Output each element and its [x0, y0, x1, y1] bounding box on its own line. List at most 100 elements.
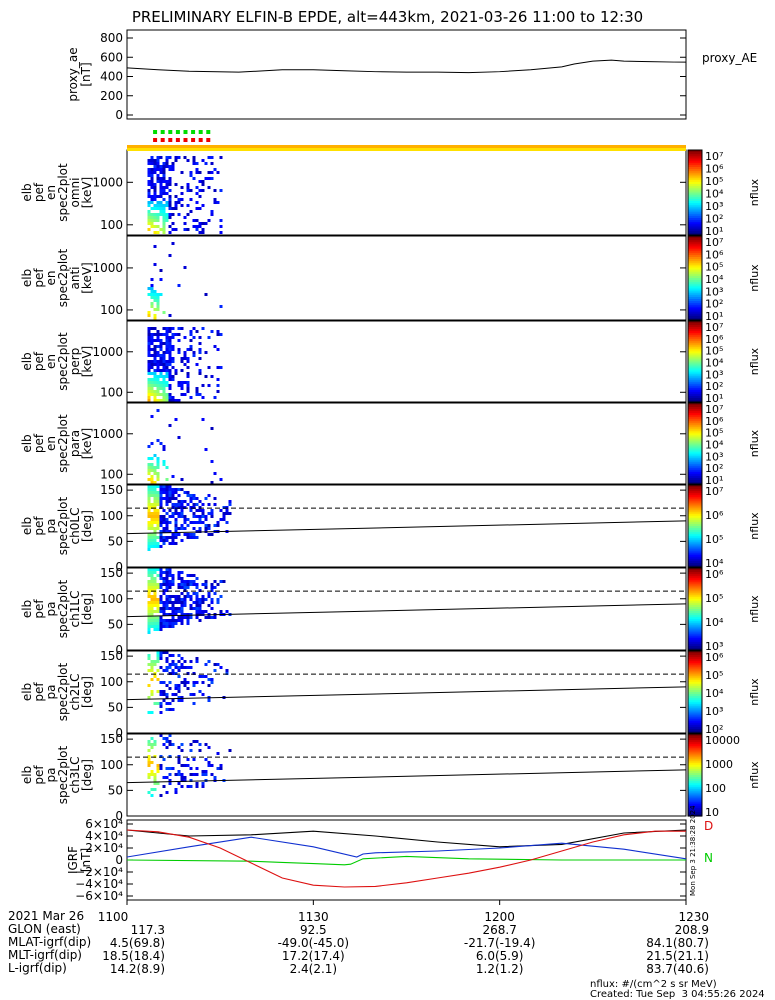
en_omni-heat-cell — [207, 186, 211, 189]
glon-row-label: GLON (east) — [8, 922, 81, 936]
pa_ch1-colorbar-segment — [688, 637, 702, 641]
pa_ch2-heat-cell — [216, 663, 220, 666]
pa_ch2-ytick-label: 50 — [108, 700, 123, 714]
en_perp-heat-cell — [147, 399, 151, 402]
pa_ch1-heat-cell — [204, 610, 208, 613]
en_perp-heat-cell — [153, 339, 157, 342]
en_omni-heat-cell — [174, 201, 178, 204]
en_para-colorbar-segment — [688, 455, 702, 459]
pa_ch3-colorbar-segment — [688, 797, 702, 801]
en_perp-heat-cell — [186, 360, 190, 363]
en_perp-heat-cell — [150, 342, 154, 345]
pa_ch1-heat-cell — [186, 595, 190, 598]
pa_ch0-heat-cell — [153, 518, 157, 521]
en_perp-heat-cell — [216, 348, 220, 351]
pa_ch1-colorbar-segment — [688, 623, 702, 626]
pa_ch1-heat-cell — [204, 616, 208, 619]
en_perp-heat-cell — [198, 369, 202, 372]
pa_ch0-heat-cell — [159, 524, 163, 527]
pa_ch1-heat-cell — [204, 583, 208, 586]
pa_ch0-heat-cell — [171, 515, 175, 518]
pa_ch0-heat-cell — [150, 515, 154, 518]
pa_ch3-colorbar-segment — [688, 772, 702, 776]
en_omni-heat-cell — [186, 228, 190, 231]
en_anti-colorbar-segment — [688, 311, 702, 315]
en_omni-heat-cell — [147, 210, 151, 213]
science-zone-marker-green — [191, 130, 196, 134]
en_omni-heat-cell — [216, 171, 220, 174]
en_omni-heat-cell — [159, 207, 163, 210]
pa_ch1-colorbar-segment — [688, 617, 702, 620]
pa_ch3-colorbar-segment — [688, 756, 702, 760]
pa_ch3-colorbar-label: nflux — [748, 761, 761, 789]
pa_ch1-heat-cell — [210, 616, 214, 619]
en_para-heat-cell — [156, 460, 160, 463]
en_perp-heat-cell — [153, 372, 157, 375]
en_perp-heat-cell — [168, 375, 172, 378]
pa_ch1-heat-cell — [153, 595, 157, 598]
proxy_ae-series-line — [126, 59, 686, 74]
pa_ch1-heat-cell — [171, 580, 175, 583]
pa_ch0-heat-cell — [156, 512, 160, 515]
en_perp-heat-cell — [174, 372, 178, 375]
pa_ch2-heat-cell — [168, 708, 172, 711]
pa_ch1-heat-cell — [156, 601, 160, 604]
pa_ch0-heat-cell — [153, 515, 157, 518]
pa_ch2-heat-cell — [150, 669, 154, 672]
en_perp-heat-cell — [153, 378, 157, 381]
pa_ch3-colorbar-segment — [688, 734, 702, 737]
pa_ch3-heat-cell — [207, 746, 211, 749]
pa_ch1-heat-cell — [156, 598, 160, 601]
pa_ch3-colorbar-segment — [688, 801, 702, 805]
pa_ch0-heat-cell — [165, 503, 169, 506]
pa_ch3-heat-cell — [219, 764, 223, 767]
en_omni-heat-cell — [168, 201, 172, 204]
pa_ch2-heat-cell — [174, 684, 178, 687]
en_perp-colorbar-segment — [688, 379, 702, 383]
pa_ch1-heat-cell — [150, 604, 154, 607]
en_perp-heat-cell — [186, 366, 190, 369]
pa_ch2-heat-cell — [183, 681, 187, 684]
pa_ch1-heat-cell — [180, 607, 184, 610]
pa_ch1-colorbar-segment — [688, 619, 702, 622]
en_omni-colorbar-segment — [688, 211, 702, 215]
pa_ch1-heat-cell — [150, 613, 154, 616]
pa_ch0-heat-cell — [222, 518, 226, 521]
en_omni-heat-cell — [198, 225, 202, 228]
pa_ch0-colorbar-segment — [688, 523, 702, 527]
pa_ch1-heat-cell — [153, 586, 157, 589]
pa_ch1-heat-cell — [195, 592, 199, 595]
en_perp-heat-cell — [192, 336, 196, 339]
en_perp-heat-cell — [219, 333, 223, 336]
en_omni-heat-cell — [162, 228, 166, 231]
pa_ch3-ylabel-line: pef — [32, 765, 46, 785]
pa_ch1-heat-cell — [225, 610, 229, 613]
en_perp-heat-cell — [156, 336, 160, 339]
en_anti-colorbar-segment — [688, 252, 702, 256]
en_omni-heat-cell — [159, 168, 163, 171]
en_anti-colorbar-segment — [688, 317, 702, 321]
pa_ch3-heat-cell — [180, 749, 184, 752]
science-zone-marker-green — [168, 130, 173, 134]
pa_ch3-heat-cell — [186, 785, 190, 788]
pa_ch2-heat-cell — [174, 666, 178, 669]
en_perp-heat-cell — [153, 399, 157, 402]
en_omni-heat-cell — [195, 162, 199, 165]
en_perp-colorbar-tick: 10⁶ — [705, 333, 724, 346]
pa_ch0-heat-cell — [225, 506, 229, 509]
en_omni-ylabel-line: elb — [20, 183, 34, 201]
pa_ch1-heat-cell — [192, 592, 196, 595]
pa_ch2-heat-cell — [150, 693, 154, 696]
en_anti-heat-cell — [147, 311, 151, 314]
pa_ch2-heat-cell — [147, 696, 151, 699]
en_perp-heat-cell — [171, 366, 175, 369]
en_omni-ylabel-line: omni — [68, 178, 82, 208]
pa_ch1-heat-cell — [165, 601, 169, 604]
en_omni-heat-cell — [201, 222, 205, 225]
en_omni-colorbar-segment — [688, 162, 702, 166]
en_perp-heat-cell — [150, 390, 154, 393]
pa_ch1-colorbar-segment — [688, 602, 702, 606]
pa_ch0-heat-cell — [153, 527, 157, 530]
en_perp-heat-cell — [183, 354, 187, 357]
en_perp-heat-cell — [168, 393, 172, 396]
